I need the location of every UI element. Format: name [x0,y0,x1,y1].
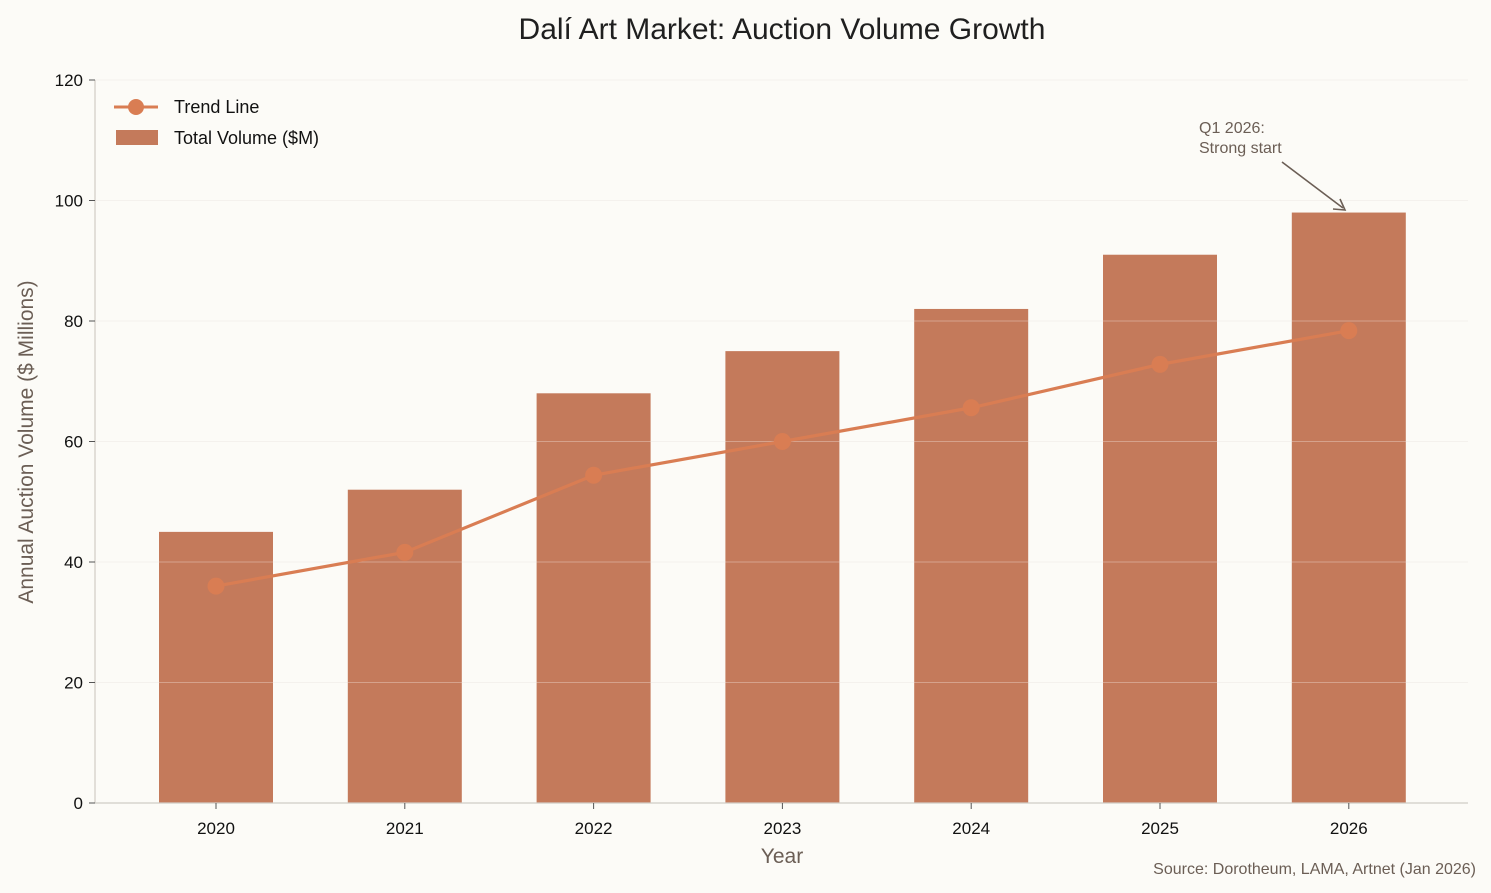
bars [159,212,1406,804]
x-tick-label: 2021 [386,819,424,838]
y-ticks: 0 20 40 60 80 100 120 [55,71,95,813]
bar-2025 [1103,254,1217,804]
y-tick-label: 100 [55,192,83,211]
x-axis-label: Year [761,845,803,868]
source-note: Source: Dorotheum, LAMA, Artnet (Jan 202… [1153,861,1476,878]
legend-label-trend: Trend Line [174,97,259,117]
legend-bar-swatch [116,130,158,145]
x-ticks: 2020 2021 2022 2023 2024 2025 2026 [197,803,1368,838]
bar-2023 [725,351,840,803]
annotation-line-1: Q1 2026: [1199,120,1265,137]
trend-point-2024 [962,399,980,417]
x-tick-label: 2026 [1330,819,1368,838]
bar-2020 [159,531,273,803]
y-tick-label: 0 [74,794,83,813]
trend-point-2021 [396,543,414,561]
trend-point-2020 [207,577,225,595]
chart-title: Dalí Art Market: Auction Volume Growth [519,13,1046,46]
legend: Trend Line Total Volume ($M) [114,97,319,148]
x-tick-label: 2025 [1141,819,1179,838]
annotation-arrowhead [1332,198,1347,211]
y-tick-label: 40 [64,553,83,572]
trend-point-2022 [585,466,603,484]
bar-2021 [347,489,462,803]
y-axis-label: Annual Auction Volume ($ Millions) [15,280,38,603]
trend-point-2023 [773,433,791,450]
y-tick-label: 120 [55,71,83,90]
legend-marker-swatch [128,99,144,115]
x-tick-label: 2020 [197,819,235,838]
legend-label-volume: Total Volume ($M) [174,128,319,148]
annotation-arrow [1281,161,1344,209]
annotation: Q1 2026: Strong start [1199,120,1347,211]
x-tick-label: 2024 [952,819,990,838]
bar-2022 [536,393,651,803]
x-tick-label: 2023 [763,819,801,838]
y-tick-label: 20 [64,674,83,693]
bar-2026 [1291,212,1406,804]
trend-point-2026 [1340,322,1358,340]
trend-line [207,322,1358,595]
x-tick-label: 2022 [575,819,613,838]
trend-point-2025 [1151,355,1169,373]
y-tick-label: 60 [64,433,83,452]
annotation-line-2: Strong start [1199,140,1282,157]
bar-2024 [914,308,1029,803]
y-tick-label: 80 [64,312,83,331]
